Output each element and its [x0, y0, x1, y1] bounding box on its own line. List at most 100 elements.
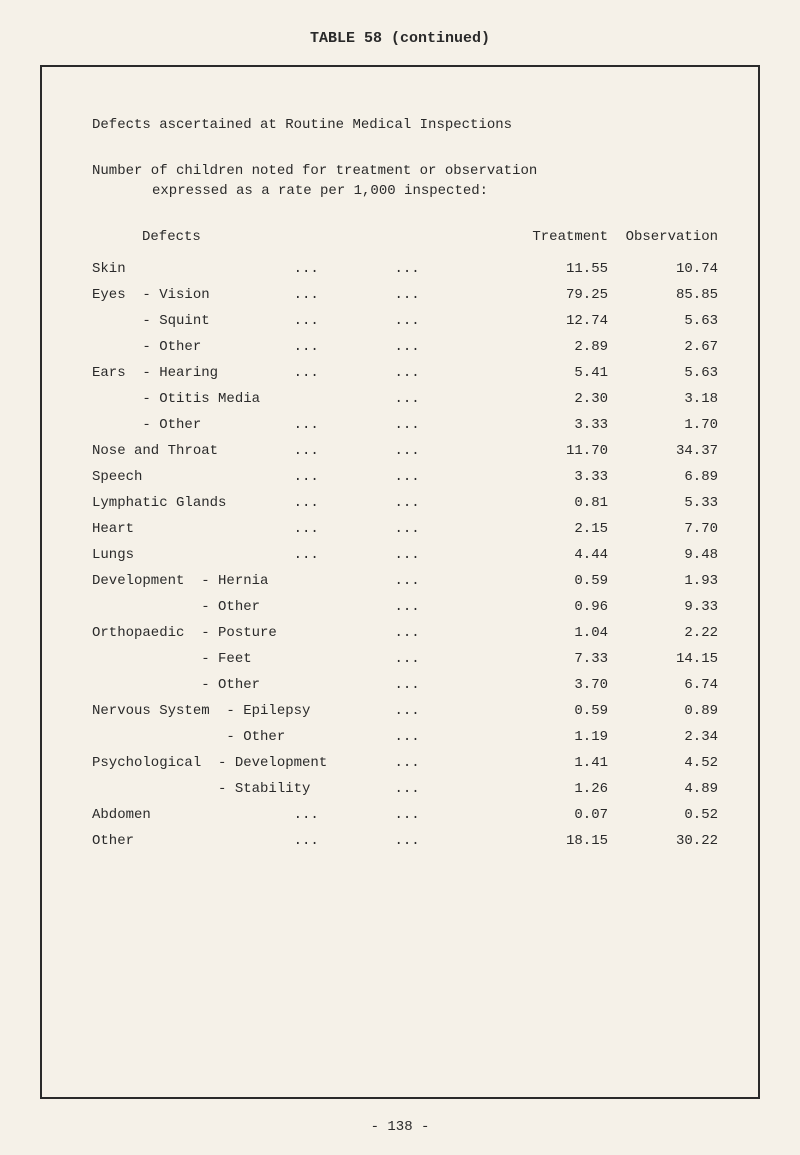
row-label: Nervous System - Epilepsy ... [92, 703, 420, 719]
row-observation-value: 1.93 [608, 573, 718, 589]
row-treatment-value: 3.33 [518, 469, 608, 485]
table-row: Ears - Hearing ... ... 5.415.63 [92, 365, 718, 381]
row-treatment-value: 0.81 [518, 495, 608, 511]
row-observation-value: 5.33 [608, 495, 718, 511]
row-label: - Stability ... [92, 781, 420, 797]
row-label: Heart ... ... [92, 521, 420, 537]
data-table: Defects Treatment Observation Skin ... .… [92, 229, 718, 849]
row-treatment-value: 2.15 [518, 521, 608, 537]
row-treatment-value: 2.30 [518, 391, 608, 407]
col-spacer-2 [462, 229, 508, 245]
sub-heading-2: expressed as a rate per 1,000 inspected: [92, 183, 718, 199]
table-header-row: Defects Treatment Observation [92, 229, 718, 245]
row-treatment-value: 11.70 [518, 443, 608, 459]
row-observation-value: 85.85 [608, 287, 718, 303]
row-observation-value: 30.22 [608, 833, 718, 849]
row-treatment-value: 1.26 [518, 781, 608, 797]
row-observation-value: 9.33 [608, 599, 718, 615]
row-observation-value: 5.63 [608, 365, 718, 381]
row-observation-value: 3.18 [608, 391, 718, 407]
row-treatment-value: 18.15 [518, 833, 608, 849]
row-label: Lymphatic Glands ... ... [92, 495, 420, 511]
row-observation-value: 7.70 [608, 521, 718, 537]
row-observation-value: 0.89 [608, 703, 718, 719]
row-observation-value: 10.74 [608, 261, 718, 277]
col-header-observation: Observation [608, 229, 718, 245]
table-row: - Feet ... 7.3314.15 [92, 651, 718, 667]
row-observation-value: 0.52 [608, 807, 718, 823]
row-label: Skin ... ... [92, 261, 420, 277]
row-label: - Feet ... [92, 651, 420, 667]
row-observation-value: 2.67 [608, 339, 718, 355]
row-observation-value: 4.52 [608, 755, 718, 771]
table-row: Psychological - Development ... 1.414.52 [92, 755, 718, 771]
row-label: Lungs ... ... [92, 547, 420, 563]
row-label: Abdomen ... ... [92, 807, 420, 823]
row-observation-value: 6.89 [608, 469, 718, 485]
table-row: Heart ... ... 2.157.70 [92, 521, 718, 537]
row-treatment-value: 3.33 [518, 417, 608, 433]
table-row: Abdomen ... ...0.070.52 [92, 807, 718, 823]
row-treatment-value: 0.96 [518, 599, 608, 615]
page: TABLE 58 (continued) Defects ascertained… [0, 0, 800, 1155]
row-observation-value: 5.63 [608, 313, 718, 329]
table-row: Nervous System - Epilepsy ...0.590.89 [92, 703, 718, 719]
row-observation-value: 1.70 [608, 417, 718, 433]
row-label: - Other ... [92, 729, 420, 745]
row-label: Ears - Hearing ... ... [92, 365, 420, 381]
row-treatment-value: 1.04 [518, 625, 608, 641]
col-header-treatment: Treatment [508, 229, 608, 245]
table-row: - Otitis Media ... 2.303.18 [92, 391, 718, 407]
row-treatment-value: 4.44 [518, 547, 608, 563]
row-label: Orthopaedic - Posture ... [92, 625, 420, 641]
row-observation-value: 2.22 [608, 625, 718, 641]
row-treatment-value: 7.33 [518, 651, 608, 667]
content-box: Defects ascertained at Routine Medical I… [40, 65, 760, 1099]
table-row: Development - Hernia ... 0.591.93 [92, 573, 718, 589]
table-body: Skin ... ... 11.5510.74 Eyes - Vision ... … [92, 261, 718, 849]
table-row: - Other ... ...2.892.67 [92, 339, 718, 355]
table-row: - Stability ...1.264.89 [92, 781, 718, 797]
main-heading: Defects ascertained at Routine Medical I… [92, 117, 718, 133]
row-label: - Otitis Media ... [92, 391, 420, 407]
row-observation-value: 14.15 [608, 651, 718, 667]
col-header-defects: Defects [92, 229, 322, 245]
table-row: - Other ...0.969.33 [92, 599, 718, 615]
table-row: - Other ... 1.192.34 [92, 729, 718, 745]
row-label: - Other ... [92, 677, 420, 693]
row-observation-value: 2.34 [608, 729, 718, 745]
table-row: Other ... ... 18.1530.22 [92, 833, 718, 849]
row-observation-value: 9.48 [608, 547, 718, 563]
row-treatment-value: 79.25 [518, 287, 608, 303]
row-treatment-value: 12.74 [518, 313, 608, 329]
row-treatment-value: 11.55 [518, 261, 608, 277]
table-row: Nose and Throat ... ... 11.7034.37 [92, 443, 718, 459]
row-treatment-value: 0.59 [518, 573, 608, 589]
table-row: Eyes - Vision ... ... 79.2585.85 [92, 287, 718, 303]
row-observation-value: 34.37 [608, 443, 718, 459]
row-label: - Squint ... ... [92, 313, 420, 329]
table-row: - Squint ... ... 12.745.63 [92, 313, 718, 329]
table-row: - Other ... ... 3.331.70 [92, 417, 718, 433]
row-label: Eyes - Vision ... ... [92, 287, 420, 303]
row-treatment-value: 3.70 [518, 677, 608, 693]
table-title: TABLE 58 (continued) [40, 30, 760, 47]
col-spacer [322, 229, 462, 245]
row-label: - Other ... ... [92, 339, 420, 355]
row-treatment-value: 5.41 [518, 365, 608, 381]
page-number: - 138 - [40, 1119, 760, 1135]
row-label: Speech ... ... [92, 469, 420, 485]
table-row: Skin ... ... 11.5510.74 [92, 261, 718, 277]
table-row: Lungs ... ... 4.449.48 [92, 547, 718, 563]
row-label: Other ... ... [92, 833, 420, 849]
table-row: Speech ... ... 3.336.89 [92, 469, 718, 485]
row-treatment-value: 1.19 [518, 729, 608, 745]
table-row: Orthopaedic - Posture ... 1.042.22 [92, 625, 718, 641]
sub-heading-1: Number of children noted for treatment o… [92, 163, 718, 179]
row-label: Psychological - Development ... [92, 755, 420, 771]
row-label: Development - Hernia ... [92, 573, 420, 589]
row-observation-value: 6.74 [608, 677, 718, 693]
row-label: Nose and Throat ... ... [92, 443, 420, 459]
row-label: - Other ... ... [92, 417, 420, 433]
row-treatment-value: 1.41 [518, 755, 608, 771]
